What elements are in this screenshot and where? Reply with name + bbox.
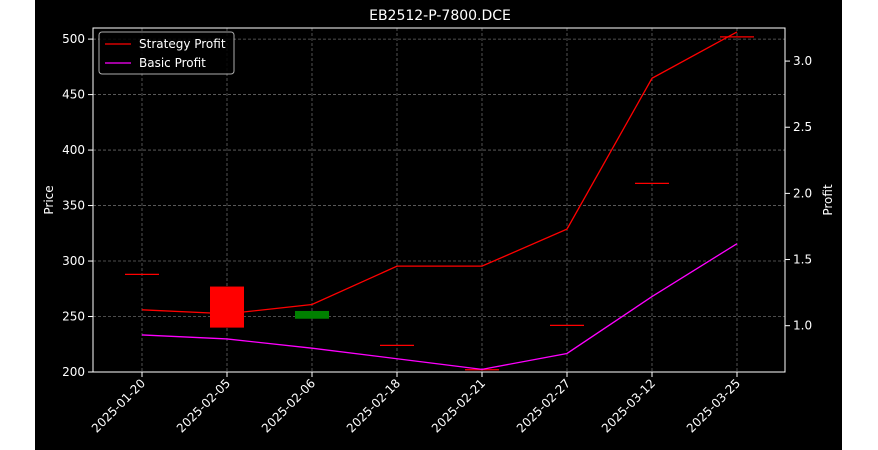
x-tick-label: 2025-02-18 xyxy=(344,376,403,435)
y-axis-left: 200 250 300 350 400 450 500 xyxy=(62,32,93,379)
y-axis-right: 1.0 1.5 2.0 2.5 3.0 xyxy=(785,54,812,333)
series-line-strategy-profit xyxy=(141,31,738,315)
legend-label-basic-profit: Basic Profit xyxy=(139,56,206,70)
y-tick-label-left: 250 xyxy=(62,310,85,324)
legend-box xyxy=(98,31,235,75)
plot-frame xyxy=(92,27,786,373)
grid xyxy=(93,28,785,373)
x-tick-label: 2025-02-21 xyxy=(429,376,488,435)
legend-label-strategy-profit: Strategy Profit xyxy=(139,37,226,51)
chart-title: EB2512-P-7800.DCE xyxy=(369,8,511,24)
y-tick-label-right: 1.0 xyxy=(793,319,812,333)
y-tick-label-right: 1.5 xyxy=(793,253,812,267)
y-tick-label-left: 300 xyxy=(62,254,85,268)
chart-svg: EB2512-P-7800.DCE 200250300350400450500 … xyxy=(42,8,835,435)
x-tick-label: 2025-01-20 xyxy=(89,376,148,435)
candle-2025-02-06 xyxy=(295,310,329,319)
x-tick-label: 2025-02-06 xyxy=(259,376,318,435)
x-tick-label: 2025-03-12 xyxy=(599,376,658,435)
y-tick-label-right: 2.0 xyxy=(793,186,812,200)
y-axis-left-label: Price xyxy=(42,185,56,214)
y-tick-label-left: 400 xyxy=(62,143,85,157)
y-tick-label-left: 450 xyxy=(62,88,85,102)
y-tick-label-left: 200 xyxy=(62,365,85,379)
series-line-basic-profit xyxy=(141,243,738,371)
y-tick-label-left: 500 xyxy=(62,32,85,46)
x-axis: 2025-01-20 2025-02-05 2025-02-06 2025-02-18… xyxy=(89,372,743,435)
y-tick-label-right: 3.0 xyxy=(793,54,812,68)
y-axis-right-label: Profit xyxy=(821,184,835,216)
chart-figure: EB2512-P-7800.DCE 200 250 300 350 400 450 500 … xyxy=(35,0,842,450)
candles xyxy=(125,36,754,371)
y-tick-label-left: 350 xyxy=(62,199,85,213)
profit-lines xyxy=(141,31,738,371)
legend: Strategy Profit Basic Profit xyxy=(98,31,235,75)
x-tick-label: 2025-03-25 xyxy=(684,376,743,435)
x-tick-label: 2025-02-27 xyxy=(514,376,573,435)
y-tick-label-right: 2.5 xyxy=(793,120,812,134)
x-tick-label: 2025-02-05 xyxy=(174,376,233,435)
candle-2025-02-05 xyxy=(210,286,244,328)
